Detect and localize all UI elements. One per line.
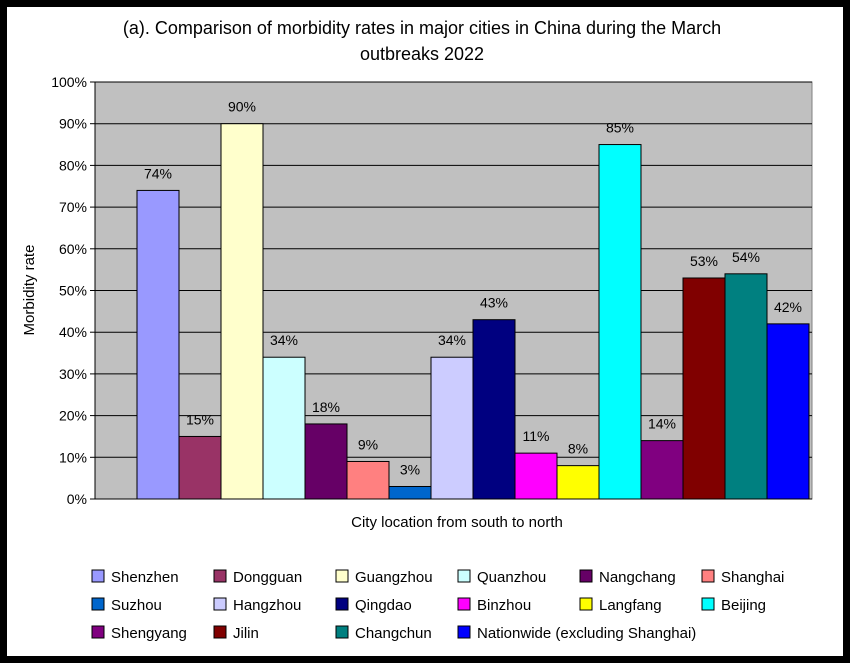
legend-item: Beijing — [701, 597, 766, 614]
data-label: 90% — [228, 99, 256, 115]
data-label: 34% — [270, 332, 298, 348]
legend-label: Guangzhou — [355, 569, 433, 586]
legend-swatch — [91, 625, 105, 639]
legend-label: Nangchang — [599, 569, 676, 586]
legend-item: Shenzhen — [91, 569, 179, 586]
bar-shengyang — [640, 440, 684, 500]
legend-item: Hangzhou — [213, 597, 301, 614]
bar-jilin — [682, 277, 726, 500]
legend-swatch — [91, 569, 105, 583]
y-tick-label: 0% — [67, 491, 87, 507]
bar-nangchang — [304, 423, 348, 500]
legend-swatch — [457, 625, 471, 639]
y-tick-label: 70% — [59, 199, 87, 215]
legend-item: Qingdao — [335, 597, 412, 614]
legend-swatch — [457, 569, 471, 583]
y-axis-label: Morbidity rate — [21, 245, 38, 336]
data-label: 14% — [648, 416, 676, 432]
legend-label: Quanzhou — [477, 569, 546, 586]
legend-item: Quanzhou — [457, 569, 546, 586]
bar-binzhou — [514, 452, 558, 500]
data-label: 8% — [568, 441, 588, 457]
bar-suzhou — [388, 485, 432, 500]
bar-shanghai — [346, 460, 390, 500]
legend-label: Langfang — [599, 597, 662, 614]
data-label: 42% — [774, 299, 802, 315]
data-label: 11% — [523, 428, 550, 444]
legend-label: Dongguan — [233, 569, 302, 586]
legend-swatch — [213, 597, 227, 611]
data-label: 9% — [358, 436, 378, 452]
data-label: 34% — [438, 332, 466, 348]
legend-item: Jilin — [213, 625, 259, 642]
data-label: 53% — [690, 253, 718, 269]
legend-label: Shenzhen — [111, 569, 179, 586]
legend-swatch — [213, 569, 227, 583]
data-label: 18% — [312, 399, 340, 415]
legend-swatch — [579, 597, 593, 611]
legend-item: Binzhou — [457, 597, 531, 614]
legend-swatch — [701, 597, 715, 611]
legend-swatch — [579, 569, 593, 583]
data-label: 3% — [400, 461, 420, 477]
bar-nationwide-excluding-shanghai — [766, 323, 810, 500]
legend-item: Langfang — [579, 597, 662, 614]
bar-hangzhou — [430, 356, 474, 500]
legend-label: Jilin — [233, 625, 259, 642]
legend-item: Dongguan — [213, 569, 302, 586]
legend-item: Shanghai — [701, 569, 784, 586]
y-tick-label: 20% — [59, 408, 87, 424]
legend-label: Qingdao — [355, 597, 412, 614]
y-tick-label: 60% — [59, 241, 87, 257]
legend-swatch — [213, 625, 227, 639]
y-axis-ticks: 0% 10% 20% 30% 40% 50% 60% 70% 80% 90% 100% — [51, 74, 812, 507]
legend-item: Suzhou — [91, 597, 162, 614]
bar-changchun — [724, 273, 768, 500]
legend-label: Suzhou — [111, 597, 162, 614]
bar-shenzhen — [136, 189, 180, 500]
legend-swatch — [91, 597, 105, 611]
data-label: 43% — [480, 295, 508, 311]
legend-swatch — [457, 597, 471, 611]
legend-item: Changchun — [335, 625, 432, 642]
legend-label: Nationwide (excluding Shanghai) — [477, 625, 696, 642]
bar-qingdao — [472, 319, 516, 500]
legend-label: Changchun — [355, 625, 432, 642]
legend-label: Binzhou — [477, 597, 531, 614]
bar-dongguan — [178, 435, 222, 500]
y-tick-label: 30% — [59, 366, 87, 382]
data-label: 15% — [186, 411, 214, 427]
bar-quanzhou — [262, 356, 306, 500]
legend-item: Guangzhou — [335, 569, 433, 586]
chart-title-line1: (a). Comparison of morbidity rates in ma… — [123, 18, 721, 38]
bar-langfang — [556, 465, 600, 500]
legend-label: Beijing — [721, 597, 766, 614]
legend-item: Nationwide (excluding Shanghai) — [457, 625, 696, 642]
y-tick-label: 100% — [51, 74, 87, 90]
data-labels-group: 74% 15% 90% 34% 18% 9% 3% 34% 43% 11% 8% 85% 14% 53% 5… — [144, 99, 802, 478]
data-label: 74% — [144, 165, 172, 181]
data-label: 85% — [606, 120, 634, 136]
y-tick-label: 90% — [59, 116, 87, 132]
data-label: 54% — [732, 249, 760, 265]
legend: Shenzhen Dongguan Guangzhou Quanzhou Nangcha… — [91, 569, 784, 642]
legend-item: Nangchang — [579, 569, 676, 586]
chart-title-line2: outbreaks 2022 — [360, 44, 484, 64]
legend-swatch — [335, 625, 349, 639]
y-tick-label: 10% — [59, 449, 87, 465]
legend-swatch — [701, 569, 715, 583]
y-tick-label: 40% — [59, 324, 87, 340]
x-axis-label: City location from south to north — [351, 514, 563, 531]
y-tick-label: 80% — [59, 157, 87, 173]
legend-label: Hangzhou — [233, 597, 301, 614]
legend-label: Shanghai — [721, 569, 784, 586]
y-tick-label: 50% — [59, 283, 87, 299]
legend-swatch — [335, 597, 349, 611]
legend-item: Shengyang — [91, 625, 187, 642]
legend-swatch — [335, 569, 349, 583]
legend-label: Shengyang — [111, 625, 187, 642]
bar-beijing — [598, 144, 642, 500]
bar-guangzhou — [220, 123, 264, 500]
